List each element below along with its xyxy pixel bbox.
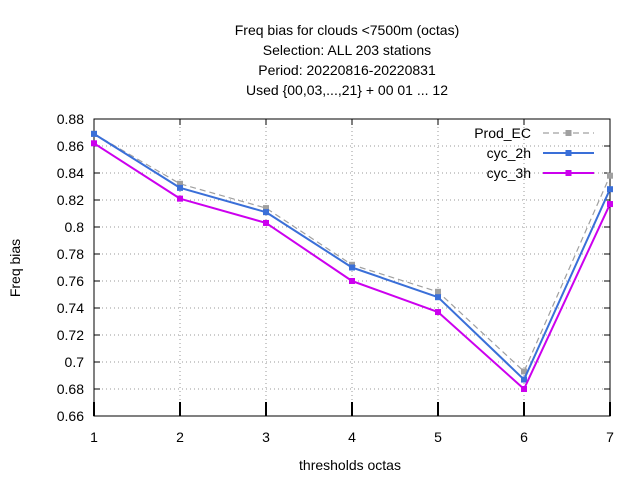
series-cyc-3h: [91, 140, 613, 392]
data-point-cyc-2h: [91, 130, 97, 137]
data-point-cyc-3h: [435, 309, 441, 316]
series-layer: [91, 130, 613, 392]
data-point-cyc-2h: [607, 186, 613, 193]
legend-label-cyc-3h: cyc_3h: [487, 165, 531, 181]
x-axis-label: thresholds octas: [299, 457, 401, 473]
data-point-cyc-3h: [349, 278, 355, 284]
x-tick-label: 6: [520, 429, 528, 445]
title-line-4: Used {00,03,...,21} + 00 01 ... 12: [246, 82, 448, 98]
title-line-3: Period: 20220816-20220831: [258, 62, 436, 78]
data-point-prod-ec: [263, 205, 269, 212]
plot-frame: [93, 118, 611, 417]
x-tick-label: 7: [606, 429, 614, 445]
y-tick-label: 0.86: [57, 138, 84, 154]
data-point-cyc-2h: [263, 209, 269, 216]
y-tick-label: 0.66: [57, 408, 84, 424]
y-tick-label: 0.84: [57, 165, 84, 181]
data-point-cyc-3h: [607, 201, 613, 208]
x-tick-label: 2: [176, 429, 184, 445]
data-point-prod-ec: [435, 288, 441, 295]
legend-marker-prod-ec: [565, 130, 572, 136]
y-tick-label: 0.68: [57, 381, 84, 397]
data-point-cyc-3h: [91, 140, 97, 147]
y-tick-labels: 0.66 0.68 0.7 0.72 0.74 0.76 0.78 0.8 0.82 0.84 0.…: [57, 111, 84, 424]
data-point-cyc-2h: [349, 264, 355, 271]
data-point-cyc-3h: [177, 195, 183, 202]
x-tick-labels: 1 2 3 4 5 6 7: [90, 429, 614, 445]
y-tick-label: 0.7: [65, 354, 85, 370]
data-point-prod-ec: [607, 172, 613, 179]
y-tick-label: 0.72: [57, 327, 84, 343]
y-tick-label: 0.88: [57, 111, 84, 127]
data-point-cyc-3h: [263, 219, 269, 226]
chart-title: Freq bias for clouds <7500m (octas) Sele…: [235, 22, 460, 98]
series-line-cyc-2h: [93, 133, 611, 381]
series-cyc-2h: [91, 130, 613, 383]
y-tick-label: 0.82: [57, 192, 84, 208]
title-line-1: Freq bias for clouds <7500m (octas): [235, 22, 460, 38]
legend-marker-cyc-3h: [565, 170, 572, 176]
data-point-cyc-3h: [521, 386, 527, 392]
legend: Prod_EC cyc_2h cyc_3h: [474, 125, 594, 181]
legend-marker-cyc-2h: [565, 150, 572, 156]
x-tick-label: 3: [262, 429, 270, 445]
x-tick-label: 4: [348, 429, 356, 445]
x-tick-label: 1: [90, 429, 98, 445]
x-tick-label: 5: [434, 429, 442, 445]
y-axis-label: Freq bias: [7, 239, 23, 297]
data-point-cyc-2h: [435, 294, 441, 301]
data-point-cyc-2h: [521, 376, 527, 383]
y-tick-label: 0.8: [65, 219, 85, 235]
legend-label-cyc-2h: cyc_2h: [487, 145, 531, 161]
title-line-2: Selection: ALL 203 stations: [263, 42, 431, 58]
legend-label-prod-ec: Prod_EC: [474, 125, 531, 141]
y-tick-label: 0.76: [57, 273, 84, 289]
y-tick-label: 0.78: [57, 246, 84, 262]
data-point-cyc-2h: [177, 184, 183, 191]
data-point-prod-ec: [521, 368, 527, 375]
data-point-prod-ec: [177, 180, 183, 187]
y-tick-label: 0.74: [57, 300, 84, 316]
